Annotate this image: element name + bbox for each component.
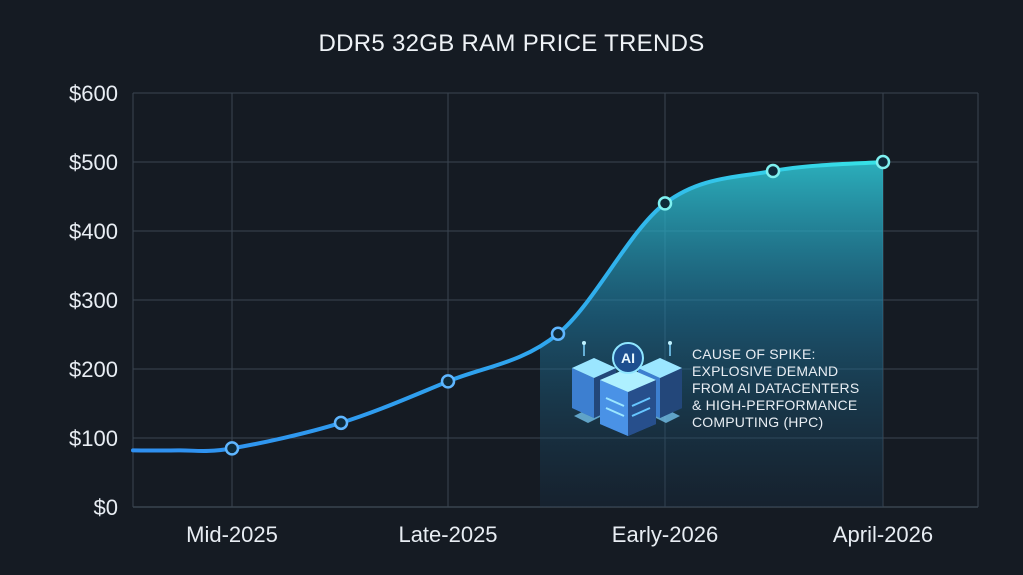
annotation-line-3: FROM AI DATACENTERS — [692, 380, 859, 396]
annotation-text: CAUSE OF SPIKE: EXPLOSIVE DEMAND FROM AI… — [692, 346, 859, 430]
x-tick-label: Early-2026 — [612, 522, 718, 547]
data-point — [765, 163, 781, 179]
y-tick-label: $400 — [69, 219, 118, 244]
data-point — [224, 441, 240, 456]
area-fill — [540, 162, 883, 507]
y-axis-ticks: $0 $100 $200 $300 $400 $500 $600 — [69, 81, 118, 520]
data-point — [333, 415, 349, 431]
y-tick-label: $200 — [69, 357, 118, 382]
y-tick-label: $300 — [69, 288, 118, 313]
x-tick-label: Late-2025 — [398, 522, 497, 547]
y-tick-label: $100 — [69, 426, 118, 451]
x-tick-label: April-2026 — [833, 522, 933, 547]
data-point — [875, 154, 891, 170]
data-point — [657, 196, 673, 211]
annotation-line-1: CAUSE OF SPIKE: — [692, 346, 816, 362]
ai-datacenter-icon: AI — [572, 341, 682, 436]
x-tick-label: Mid-2025 — [186, 522, 278, 547]
annotation-line-5: COMPUTING (HPC) — [692, 414, 823, 430]
x-axis-ticks: Mid-2025 Late-2025 Early-2026 April-2026 — [186, 522, 933, 547]
data-point — [550, 326, 566, 342]
annotation-line-4: & HIGH-PERFORMANCE — [692, 397, 857, 413]
y-tick-label: $0 — [94, 495, 118, 520]
data-points — [224, 154, 891, 456]
y-tick-label: $500 — [69, 150, 118, 175]
chart-title: DDR5 32GB RAM PRICE TRENDS — [318, 30, 705, 57]
ai-badge-label: AI — [621, 350, 635, 366]
annotation-line-2: EXPLOSIVE DEMAND — [692, 363, 838, 379]
data-point — [440, 374, 456, 389]
series-line — [131, 160, 885, 453]
y-tick-label: $600 — [69, 81, 118, 106]
